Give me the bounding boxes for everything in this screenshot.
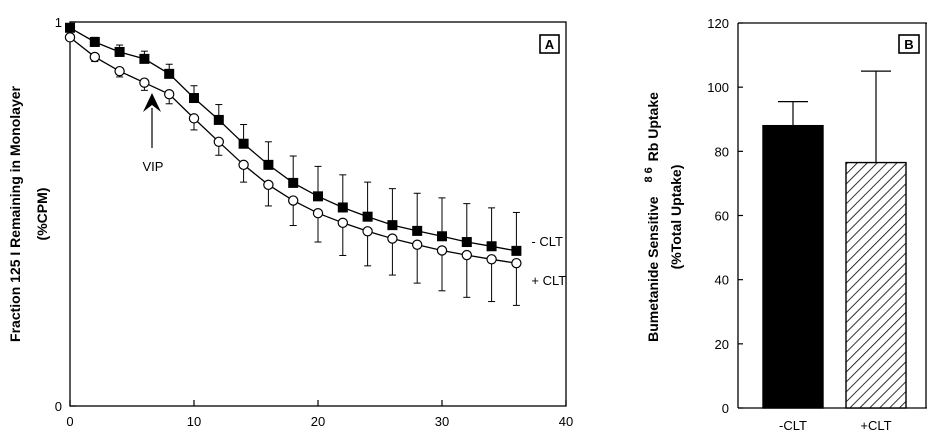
bar-label-minus-clt: -CLT: [779, 418, 807, 433]
data-point-minus-clt: [412, 225, 423, 236]
panel-a-ticks: 0 10 20 30 40 0 1: [55, 15, 573, 429]
vip-label: VIP: [143, 159, 164, 174]
data-point-plus-clt: [387, 233, 398, 244]
panel-a-x-tick-label: 20: [311, 414, 325, 429]
series-line-plus-clt: [69, 36, 517, 264]
data-point-plus-clt: [139, 77, 150, 88]
panel-b-y-tick-label: 60: [715, 209, 729, 224]
data-point-plus-clt: [163, 88, 175, 100]
data-point-minus-clt: [387, 220, 398, 231]
data-point-plus-clt: [64, 32, 76, 43]
data-point-plus-clt: [436, 245, 448, 256]
panel-a-error-bars: [66, 23, 520, 306]
data-point-minus-clt: [486, 241, 497, 252]
panel-b-ylabel-rb: Rb Uptake: [645, 92, 661, 161]
data-point-plus-clt: [238, 159, 249, 171]
panel-b-y-tick-label: 80: [715, 144, 729, 159]
panel-a-letter-box: [539, 34, 560, 54]
panel-a-ylabel-line1: Fraction 125 I Remaining in Monolayer: [7, 85, 23, 341]
panel-b-y-tick-label: 40: [715, 273, 729, 288]
panel-a-y-tick-label: 1: [55, 15, 62, 30]
data-point-minus-clt: [437, 231, 447, 242]
panel-b-ylabel-line2: (%Total Uptake): [668, 165, 684, 270]
data-point-plus-clt: [188, 113, 200, 124]
panel-b-bars: -CLT +CLT: [762, 70, 907, 433]
panel-b-y-tick-label: 0: [722, 401, 729, 416]
data-point-minus-clt: [213, 114, 224, 125]
panel-b-ylabel-line1: Bumetanide Sensitive 8 6 Rb Uptake: [639, 92, 661, 342]
data-point-plus-clt: [263, 179, 274, 191]
panel-b-letter-box: [898, 34, 920, 54]
data-point-minus-clt: [337, 202, 348, 213]
panel-a-x-tick-label: 10: [187, 414, 201, 429]
bar-minus-clt: [762, 124, 824, 409]
panel-a-x-tick-label: 40: [559, 414, 573, 429]
data-point-minus-clt: [461, 237, 472, 248]
panel-a-letter: A: [545, 37, 555, 52]
data-point-minus-clt: [238, 138, 249, 149]
panel-a-x-tick-label: 30: [435, 414, 449, 429]
panel-a: A Fraction 125 I Remaining in Monolayer …: [7, 15, 573, 429]
data-point-plus-clt: [511, 257, 522, 269]
data-point-plus-clt: [312, 208, 324, 219]
bar-label-plus-clt: +CLT: [860, 418, 891, 433]
panel-b: Bumetanide Sensitive 8 6 Rb Uptake (%Tot…: [639, 16, 927, 433]
series-label-plus-clt: + CLT: [531, 273, 566, 288]
panel-a-x-tick-label: 0: [66, 414, 73, 429]
data-point-minus-clt: [313, 191, 323, 202]
panel-b-y-tick-label: 100: [707, 80, 729, 95]
panel-a-series-lines: [69, 27, 517, 264]
data-point-minus-clt: [288, 177, 299, 188]
panel-b-ticks: 0 20 40 60 80 100 120: [707, 16, 743, 416]
data-point-plus-clt: [461, 249, 472, 261]
series-label-minus-clt: - CLT: [531, 234, 563, 249]
bar-plus-clt: [845, 161, 907, 409]
vip-arrow-head: [143, 93, 161, 112]
data-point-minus-clt: [89, 36, 100, 47]
data-point-minus-clt: [139, 53, 150, 64]
panel-a-ylabel-line2: (%CPM): [34, 188, 50, 241]
panel-a-points: [64, 22, 522, 269]
data-point-plus-clt: [114, 65, 125, 77]
data-point-plus-clt: [89, 51, 101, 63]
panel-a-series-labels: - CLT + CLT: [531, 234, 566, 288]
data-point-minus-clt: [189, 93, 199, 104]
data-point-minus-clt: [65, 22, 75, 33]
data-point-plus-clt: [486, 254, 497, 265]
data-point-minus-clt: [164, 68, 175, 79]
data-point-plus-clt: [213, 136, 224, 148]
panel-b-letter: B: [904, 37, 913, 52]
data-point-minus-clt: [114, 46, 125, 57]
data-point-plus-clt: [337, 217, 348, 229]
panel-b-ylabel-bumetanide: Bumetanide Sensitive: [645, 196, 661, 342]
panel-b-ylabel-mass-number: 8 6: [643, 167, 655, 182]
panel-b-y-tick-label: 120: [707, 16, 729, 31]
data-point-minus-clt: [511, 245, 522, 256]
data-point-plus-clt: [362, 226, 373, 237]
data-point-minus-clt: [263, 159, 274, 170]
panel-b-y-tick-label: 20: [715, 337, 729, 352]
vip-annotation: VIP: [143, 93, 164, 174]
data-point-plus-clt: [288, 195, 299, 206]
data-point-plus-clt: [412, 239, 423, 250]
panel-a-y-tick-label: 0: [55, 399, 62, 414]
data-point-minus-clt: [362, 211, 373, 222]
